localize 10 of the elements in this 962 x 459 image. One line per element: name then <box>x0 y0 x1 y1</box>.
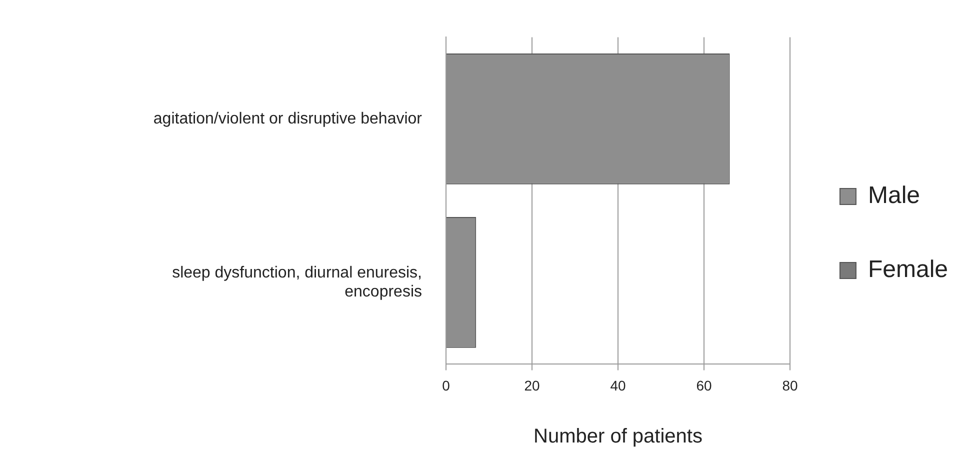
legend-label: Male <box>868 182 920 210</box>
x-tick-label: 40 <box>610 377 626 394</box>
x-tick-label: 0 <box>442 377 450 394</box>
x-axis-title: Number of patients <box>533 426 702 448</box>
legend-label: Female <box>868 256 948 284</box>
y-tick-label: sleep dysfunction, diurnal enuresis, encopresis <box>172 264 422 300</box>
x-tick-label: 20 <box>524 377 540 394</box>
y-tick-label: agitation/violent or disruptive behavior <box>153 110 423 128</box>
x-tick-label: 60 <box>696 377 712 394</box>
x-tick-label: 80 <box>782 377 798 394</box>
